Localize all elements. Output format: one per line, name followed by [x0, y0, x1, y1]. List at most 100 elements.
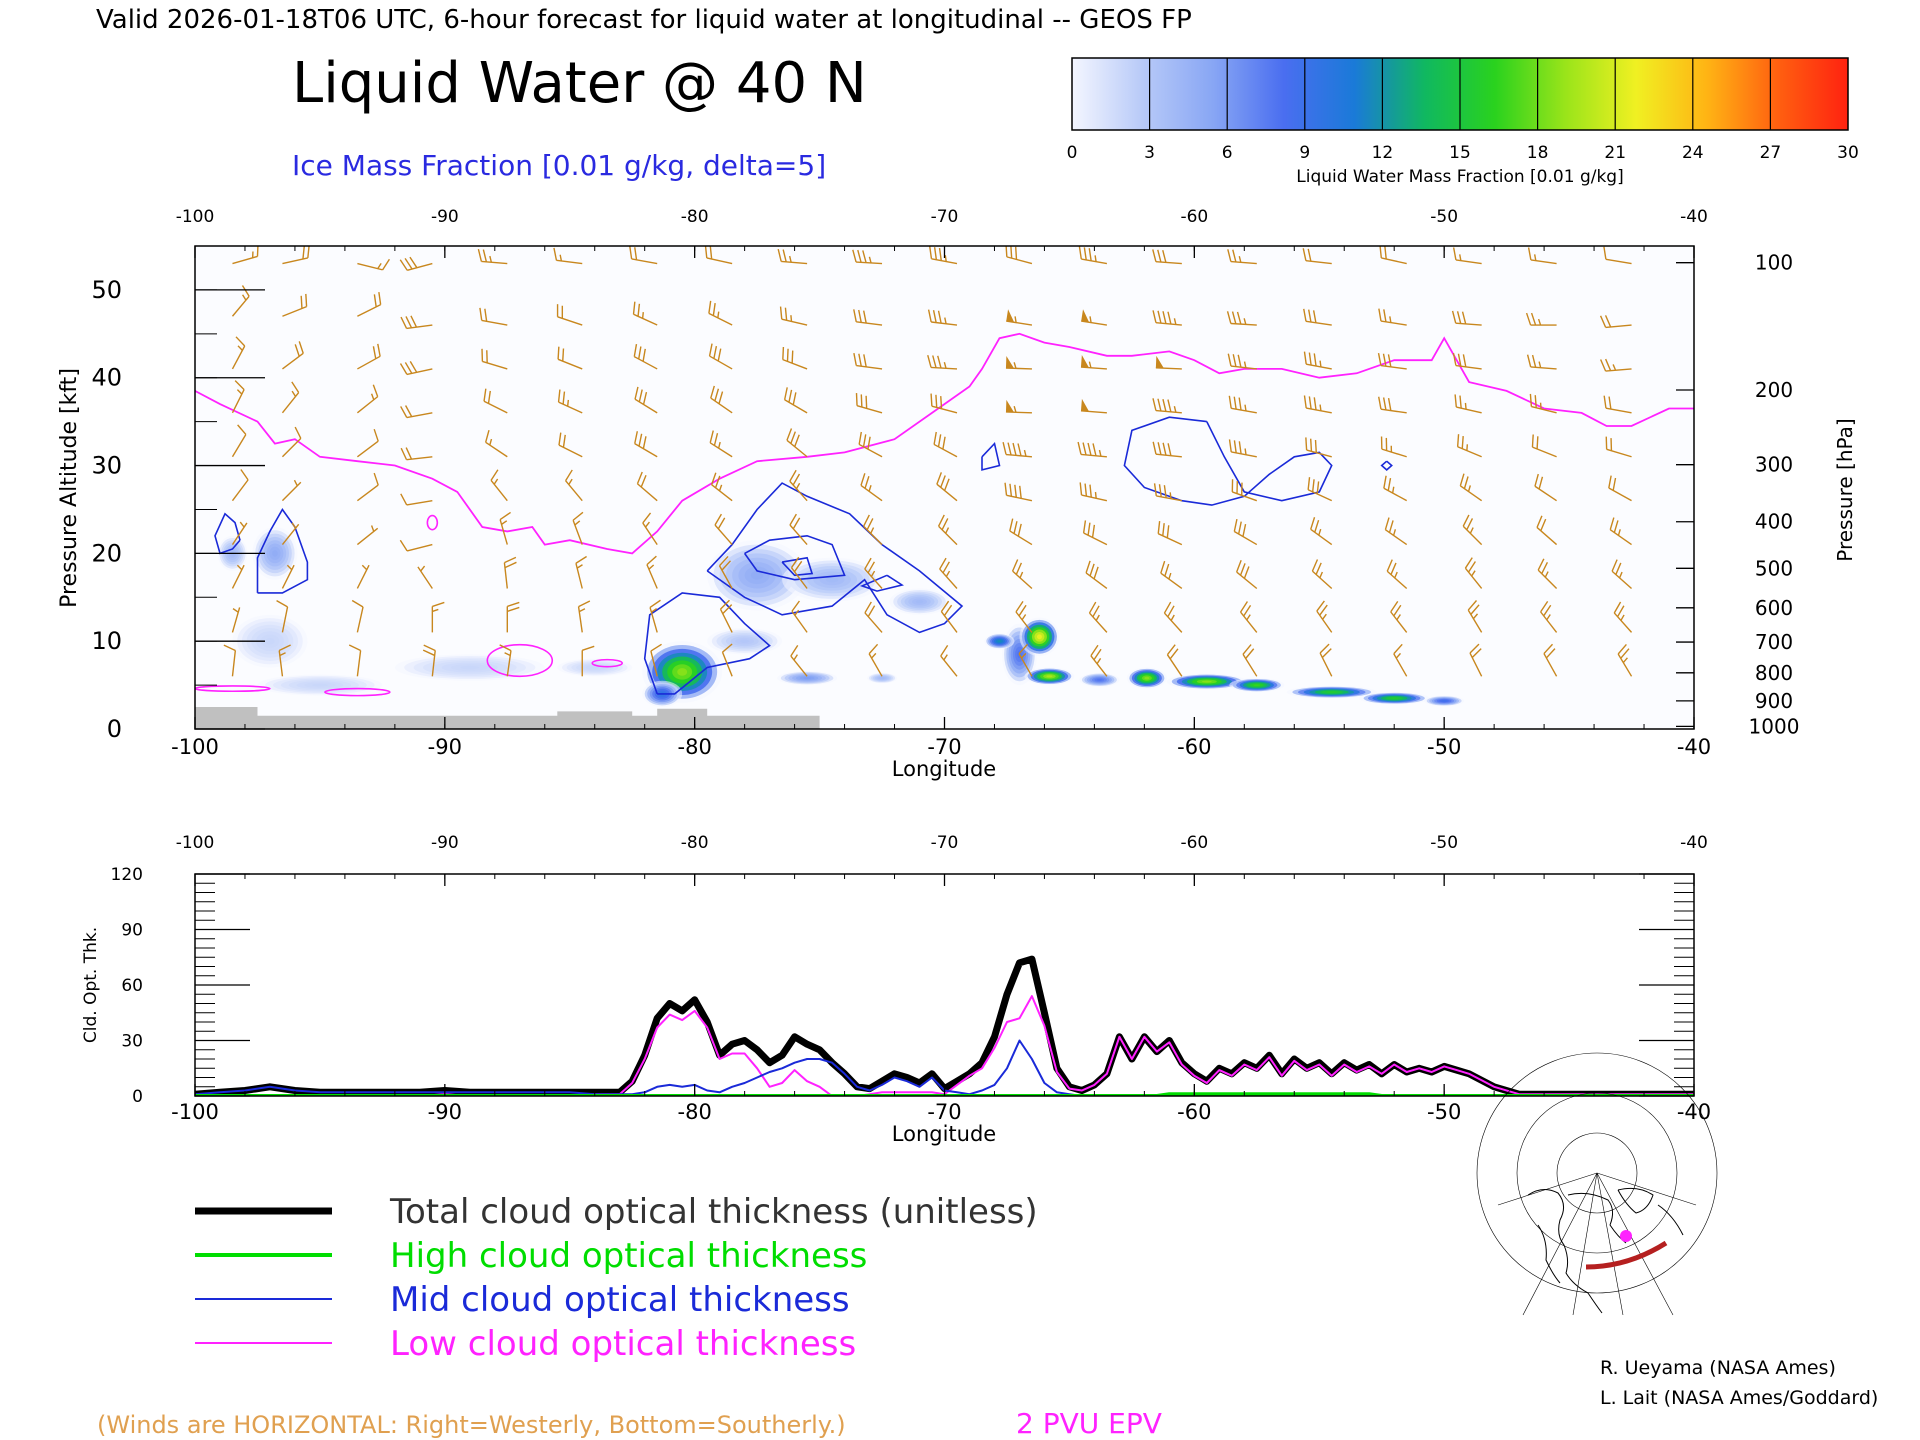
ice-contour — [743, 534, 846, 581]
ice-contour — [781, 556, 814, 577]
y-tick-label: 0 — [107, 715, 122, 743]
wind-barb — [282, 293, 308, 317]
wind-barb — [786, 428, 808, 458]
colorbar-tick-label: 21 — [1604, 143, 1626, 163]
wind-barb — [1316, 600, 1333, 633]
wind-barb — [1452, 352, 1482, 370]
wind-barb — [1617, 643, 1633, 677]
ice-contour — [1380, 460, 1393, 471]
wind-barb — [281, 426, 302, 458]
wind-barb — [1311, 559, 1333, 590]
wind-barb — [356, 384, 379, 414]
wind-barb — [1527, 247, 1557, 265]
epv-loop — [486, 643, 554, 678]
wind-barb — [1233, 518, 1258, 546]
epv-contour — [195, 332, 1694, 697]
wind-barb — [1452, 247, 1482, 265]
x-tick-label: -80 — [678, 735, 712, 759]
wind-barb — [1531, 434, 1557, 458]
x-tick-label: -50 — [1427, 735, 1461, 759]
wind-barb — [1152, 441, 1182, 458]
wind-barb — [632, 301, 658, 326]
wind-barb — [937, 514, 958, 546]
wind-barb — [1018, 643, 1033, 677]
x-tick-label-top: -90 — [431, 833, 459, 853]
x-tick-label: -100 — [171, 1100, 219, 1124]
liquid-water-blob — [1144, 676, 1150, 680]
x-tick-label: -80 — [678, 1100, 712, 1124]
wind-barb — [1469, 643, 1483, 677]
liquid-water-blob — [265, 637, 275, 645]
wind-barb — [1079, 482, 1108, 502]
x-tick-label-top: -90 — [431, 207, 459, 227]
colorbar-tick-label: 30 — [1837, 143, 1859, 163]
wind-barb — [223, 644, 237, 677]
wind-barb — [417, 565, 433, 589]
wind-barb — [646, 555, 658, 589]
wind-barb — [1226, 311, 1257, 326]
x-tick-label: -40 — [1677, 1100, 1711, 1124]
wind-barb — [565, 469, 583, 502]
right-y-axis-label: Pressure [hPa] — [1833, 418, 1857, 561]
wind-barb — [1080, 398, 1107, 414]
x-tick-label: -60 — [1177, 735, 1211, 759]
wind-barb — [789, 513, 808, 546]
wind-barb — [278, 644, 291, 677]
wind-barb — [499, 644, 512, 677]
liquid-water-blob — [272, 550, 278, 557]
legend-label: Mid cloud optical thickness — [390, 1280, 850, 1320]
wind-barb — [868, 643, 883, 677]
wind-barb — [710, 385, 733, 414]
bottom-panel-background — [195, 874, 1694, 1096]
wind-barb — [357, 343, 381, 370]
wind-barb — [1080, 355, 1107, 370]
wind-barb — [357, 292, 382, 317]
wind-barb — [1379, 246, 1407, 265]
top-x-axis-label: Longitude — [892, 757, 996, 781]
liquid-water-blob — [1389, 697, 1399, 700]
ice-contour — [214, 512, 241, 555]
colorbar-ticks: 0 3 6 9 12 15 18 21 24 27 30 — [1067, 143, 1859, 163]
y-tick-label: 120 — [111, 865, 143, 885]
inset-map-frame — [1498, 1165, 1696, 1315]
wind-barb — [572, 511, 584, 545]
liquid-water-blob — [1036, 634, 1042, 640]
wind-barb — [1454, 394, 1482, 414]
liquid-water-blob — [1201, 680, 1212, 683]
wind-barb — [1534, 473, 1557, 502]
wind-barb — [1540, 600, 1558, 633]
y-tick-label: 0 — [132, 1087, 143, 1107]
wind-barb — [1529, 393, 1557, 414]
wind-barb — [1319, 643, 1333, 677]
wind-barb — [506, 601, 520, 633]
wind-barb — [633, 344, 658, 370]
wind-barb — [356, 428, 379, 458]
wind-barb — [1004, 482, 1033, 502]
wind-barb — [855, 393, 883, 414]
wind-barb — [1611, 559, 1633, 590]
x-tick-label: -70 — [927, 735, 961, 759]
wind-barb — [790, 645, 808, 677]
epv-loop — [591, 658, 624, 668]
wind-barb — [422, 644, 436, 677]
wind-barb — [649, 599, 661, 633]
panel-background — [195, 246, 1694, 729]
wind-barb — [400, 493, 433, 506]
liquid-water-blob — [312, 683, 328, 687]
wind-barb — [927, 355, 958, 370]
wind-barb — [1307, 477, 1333, 502]
map-graticule — [1476, 1052, 1718, 1316]
wind-barb — [636, 471, 658, 502]
pressure-tick-label: 200 — [1755, 378, 1793, 402]
wind-barb — [710, 472, 733, 502]
colorbar-tick-label: 24 — [1682, 143, 1704, 163]
optical-thickness-lines — [195, 955, 1694, 1096]
liquid-water-blob — [803, 677, 811, 679]
pressure-tick-label: 500 — [1755, 556, 1793, 580]
x-tick-label-top: -50 — [1430, 207, 1458, 227]
colorbar-tick-label: 12 — [1372, 143, 1394, 163]
wind-barb — [783, 387, 808, 414]
wind-barb — [1603, 395, 1632, 414]
wind-barb — [281, 381, 300, 414]
liquid-water-blob — [997, 640, 1002, 643]
